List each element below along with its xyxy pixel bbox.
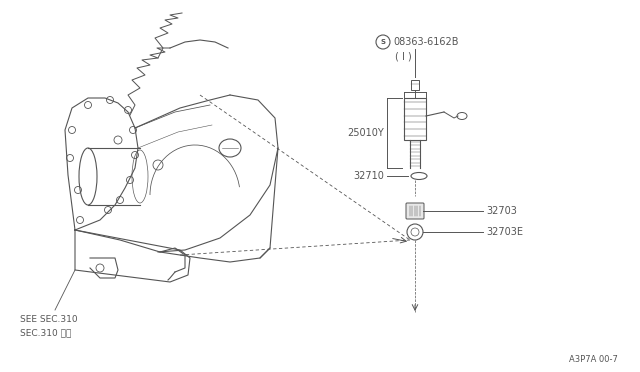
Text: S: S (381, 39, 385, 45)
Text: 25010Y: 25010Y (348, 128, 384, 138)
FancyBboxPatch shape (406, 203, 424, 219)
Text: A3P7A 00-7: A3P7A 00-7 (569, 356, 618, 365)
Text: SEC.310 参照: SEC.310 参照 (20, 328, 72, 337)
FancyBboxPatch shape (404, 98, 426, 140)
FancyBboxPatch shape (411, 80, 419, 90)
Text: SEE SEC.310: SEE SEC.310 (20, 315, 77, 324)
Text: 32710: 32710 (353, 171, 384, 181)
Text: ( I ): ( I ) (395, 51, 412, 61)
Text: 32703E: 32703E (486, 227, 523, 237)
Text: 32703: 32703 (486, 206, 517, 216)
Text: 08363-6162B: 08363-6162B (393, 37, 458, 47)
